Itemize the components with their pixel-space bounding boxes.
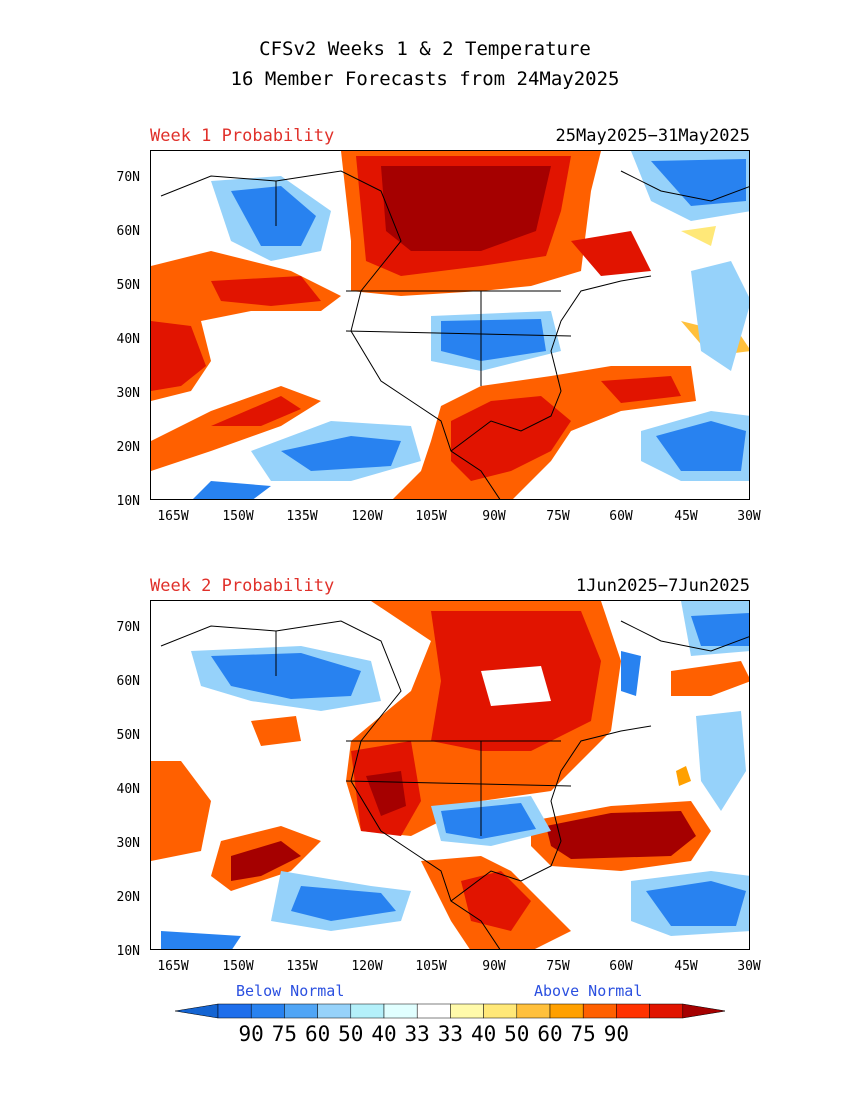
legend-level-label: 60 [537,1022,563,1046]
legend-swatch [616,1003,650,1019]
w2-lat-40: 40N [116,782,140,797]
w1-lon-90w: 90W [482,509,506,524]
legend-level-label: 40 [470,1022,497,1046]
w2-lon-165w: 165W [157,959,189,974]
week1-dates: 25May2025−31May2025 [555,126,750,146]
legend-level-label: 33 [404,1022,430,1046]
w2-lon-90w: 90W [482,959,506,974]
legend-swatch [483,1003,518,1019]
week1-probability-map [150,150,750,500]
w1-lon-45w: 45W [674,509,698,524]
w2-lat-10: 10N [116,944,140,959]
w1-lon-150w: 150W [222,509,254,524]
legend-swatch [582,1003,617,1019]
w2-lon-105w: 105W [415,959,447,974]
w2-lon-120w: 120W [351,959,383,974]
legend-swatch [284,1003,318,1019]
week1-label: Week 1 Probability [150,126,335,146]
legend-swatch [217,1003,252,1019]
w1-lat-30: 30N [116,386,140,401]
legend-swatch [649,1003,684,1019]
week2-probability-map [150,600,750,950]
legend-swatch [250,1003,285,1019]
legend-swatch [383,1003,418,1019]
legend-below-normal-label: Below Normal [236,982,345,1000]
color-legend-bar [175,1003,725,1019]
w1-lon-120w: 120W [351,509,383,524]
week2-dates: 1Jun2025−7Jun2025 [576,576,750,596]
legend-level-label: 75 [271,1022,298,1046]
week2-map-outlines [160,620,749,949]
legend-swatch [416,1003,451,1019]
legend-level-label: 50 [504,1022,530,1046]
w1-lon-165w: 165W [157,509,189,524]
legend-level-label: 33 [437,1022,464,1046]
legend-swatch-high-end [682,1003,725,1019]
legend-swatch [317,1003,352,1019]
w2-lon-150w: 150W [222,959,254,974]
w1-lon-60w: 60W [609,509,633,524]
week2-label: Week 2 Probability [150,576,335,596]
w2-lat-60: 60N [116,674,140,689]
legend-swatch-low-end [175,1003,219,1019]
w1-lon-30w: 30W [737,509,761,524]
w2-lon-75w: 75W [546,959,570,974]
w1-lon-75w: 75W [546,509,570,524]
legend-level-label: 60 [304,1022,331,1046]
legend-above-normal-label: Above Normal [534,982,643,1000]
legend-level-label: 40 [371,1022,397,1046]
w2-lat-50: 50N [116,728,140,743]
week2-above-normal-shading [151,601,749,949]
legend-swatch [450,1003,484,1019]
legend-swatch [516,1003,551,1019]
w2-lat-20: 20N [116,890,140,905]
w1-lat-40: 40N [116,332,140,347]
w1-lat-50: 50N [116,278,140,293]
legend-level-label: 90 [603,1022,630,1046]
w2-lon-60w: 60W [609,959,633,974]
legend-swatch [549,1003,584,1019]
w2-lon-45w: 45W [674,959,698,974]
w1-lat-20: 20N [116,440,140,455]
legend-level-label: 90 [238,1022,264,1046]
w2-lat-70: 70N [116,620,140,635]
w2-lon-135w: 135W [286,959,318,974]
w1-lat-10: 10N [116,494,140,509]
legend-level-label: 75 [570,1022,596,1046]
legend-level-label: 50 [338,1022,364,1046]
week1-above-normal-shading [151,151,749,499]
chart-subtitle: 16 Member Forecasts from 24May2025 [230,68,620,90]
w1-lon-105w: 105W [415,509,447,524]
w2-lat-30: 30N [116,836,140,851]
w1-lat-60: 60N [116,224,140,239]
week1-map-outlines [160,170,749,499]
week2-below-normal-shading [161,601,749,949]
w1-lon-135w: 135W [286,509,318,524]
chart-title: CFSv2 Weeks 1 & 2 Temperature [259,38,591,60]
week1-below-normal-shading [193,151,749,499]
w1-lat-70: 70N [116,170,140,185]
w2-lon-30w: 30W [737,959,761,974]
legend-swatch [350,1003,385,1019]
